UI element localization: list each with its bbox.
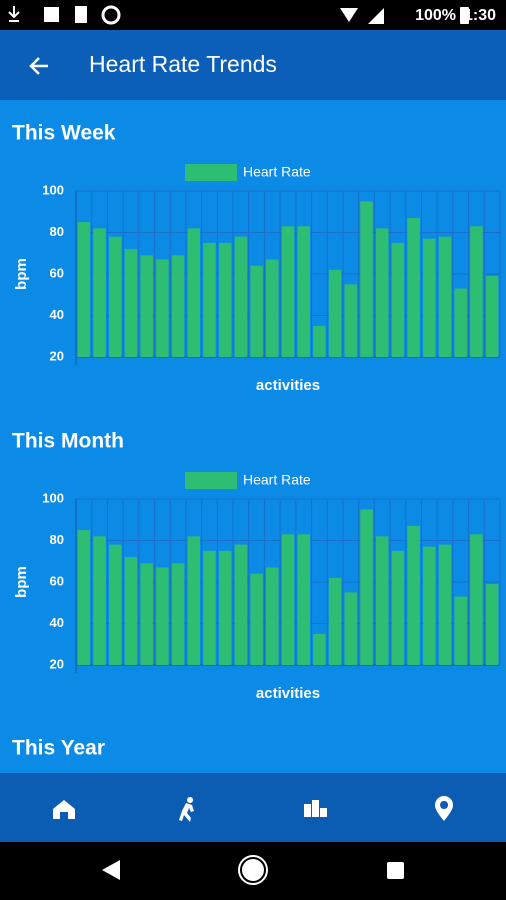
y-tick-label: 40 (50, 615, 64, 630)
bar (360, 201, 373, 357)
bar (438, 236, 452, 357)
back-key[interactable] (102, 860, 120, 880)
bar (124, 249, 138, 357)
y-axis-label: bpm (13, 566, 30, 598)
bar (391, 550, 405, 665)
bar (77, 530, 91, 665)
bar (140, 255, 153, 357)
y-tick-label: 100 (42, 490, 64, 505)
y-tick-label: 40 (50, 307, 64, 322)
y-tick-label: 80 (50, 532, 64, 547)
legend-label: Heart Rate (243, 472, 311, 488)
activity-tab[interactable] (179, 797, 194, 822)
bar (423, 238, 436, 357)
bar (171, 255, 185, 357)
bar (140, 563, 153, 665)
bar (187, 536, 201, 665)
home-key-ring (238, 855, 268, 885)
bar (454, 596, 468, 665)
bar (234, 544, 248, 665)
app-title: Heart Rate Trends (89, 51, 277, 77)
y-tick-label: 80 (50, 224, 64, 239)
bar (93, 536, 106, 665)
x-axis-label: activities (256, 377, 320, 394)
stats-tab[interactable] (304, 800, 327, 817)
bar (344, 592, 358, 665)
bottom-nav (0, 773, 506, 842)
bar (250, 265, 263, 357)
legend-label: Heart Rate (243, 164, 311, 180)
bar (156, 259, 169, 357)
bar (77, 222, 91, 357)
home-tab[interactable] (53, 800, 75, 819)
location-tab[interactable] (435, 796, 453, 821)
y-tick-label: 60 (50, 573, 64, 588)
section-title: This Year (12, 737, 105, 760)
bar (266, 259, 279, 357)
bar (375, 536, 389, 665)
bar (250, 573, 263, 665)
bar (423, 546, 436, 665)
section-title: This Month (12, 430, 124, 453)
bar (281, 534, 295, 665)
bar (470, 226, 483, 357)
bar (360, 509, 373, 665)
y-tick-label: 20 (50, 348, 64, 363)
back-button[interactable] (29, 57, 48, 75)
bar (454, 288, 468, 357)
y-axis-label: bpm (13, 258, 30, 290)
bar (108, 544, 122, 665)
bar (313, 633, 326, 665)
legend-swatch (185, 164, 237, 181)
signal-icon (368, 8, 384, 24)
bar (297, 226, 310, 357)
bar (171, 563, 185, 665)
bar (391, 242, 405, 357)
legend-swatch (185, 472, 237, 489)
bar (218, 550, 232, 665)
image-icon (44, 7, 59, 22)
clock: 1:30 (464, 7, 496, 24)
phone-icon (75, 6, 87, 23)
bar (203, 550, 216, 665)
bar (438, 544, 452, 665)
bar (407, 525, 420, 665)
download-icon (8, 6, 20, 22)
x-axis-label: activities (256, 685, 320, 702)
y-tick-label: 60 (50, 265, 64, 280)
bar (470, 534, 483, 665)
bar (93, 228, 106, 357)
bar (407, 217, 420, 357)
bar (313, 325, 326, 357)
bar (485, 276, 499, 357)
bar (485, 584, 499, 665)
bar (234, 236, 248, 357)
sync-icon (101, 5, 121, 25)
y-tick-label: 100 (42, 182, 64, 197)
bar (187, 228, 201, 357)
bar (108, 236, 122, 357)
wifi-icon (340, 8, 358, 22)
bar (218, 242, 232, 357)
bar (328, 269, 342, 357)
bar (156, 567, 169, 665)
bar (124, 557, 138, 665)
app-bar (0, 30, 506, 100)
bar (328, 577, 342, 665)
home-key[interactable] (240, 857, 266, 883)
recents-key[interactable] (387, 862, 404, 879)
section-title: This Week (12, 122, 116, 145)
bar (375, 228, 389, 357)
bar (281, 226, 295, 357)
bar (266, 567, 279, 665)
y-tick-label: 20 (50, 656, 64, 671)
bar (297, 534, 310, 665)
battery-icon (460, 7, 469, 24)
bar (203, 242, 216, 357)
bar (344, 284, 358, 357)
battery-level: 100% (415, 7, 456, 24)
